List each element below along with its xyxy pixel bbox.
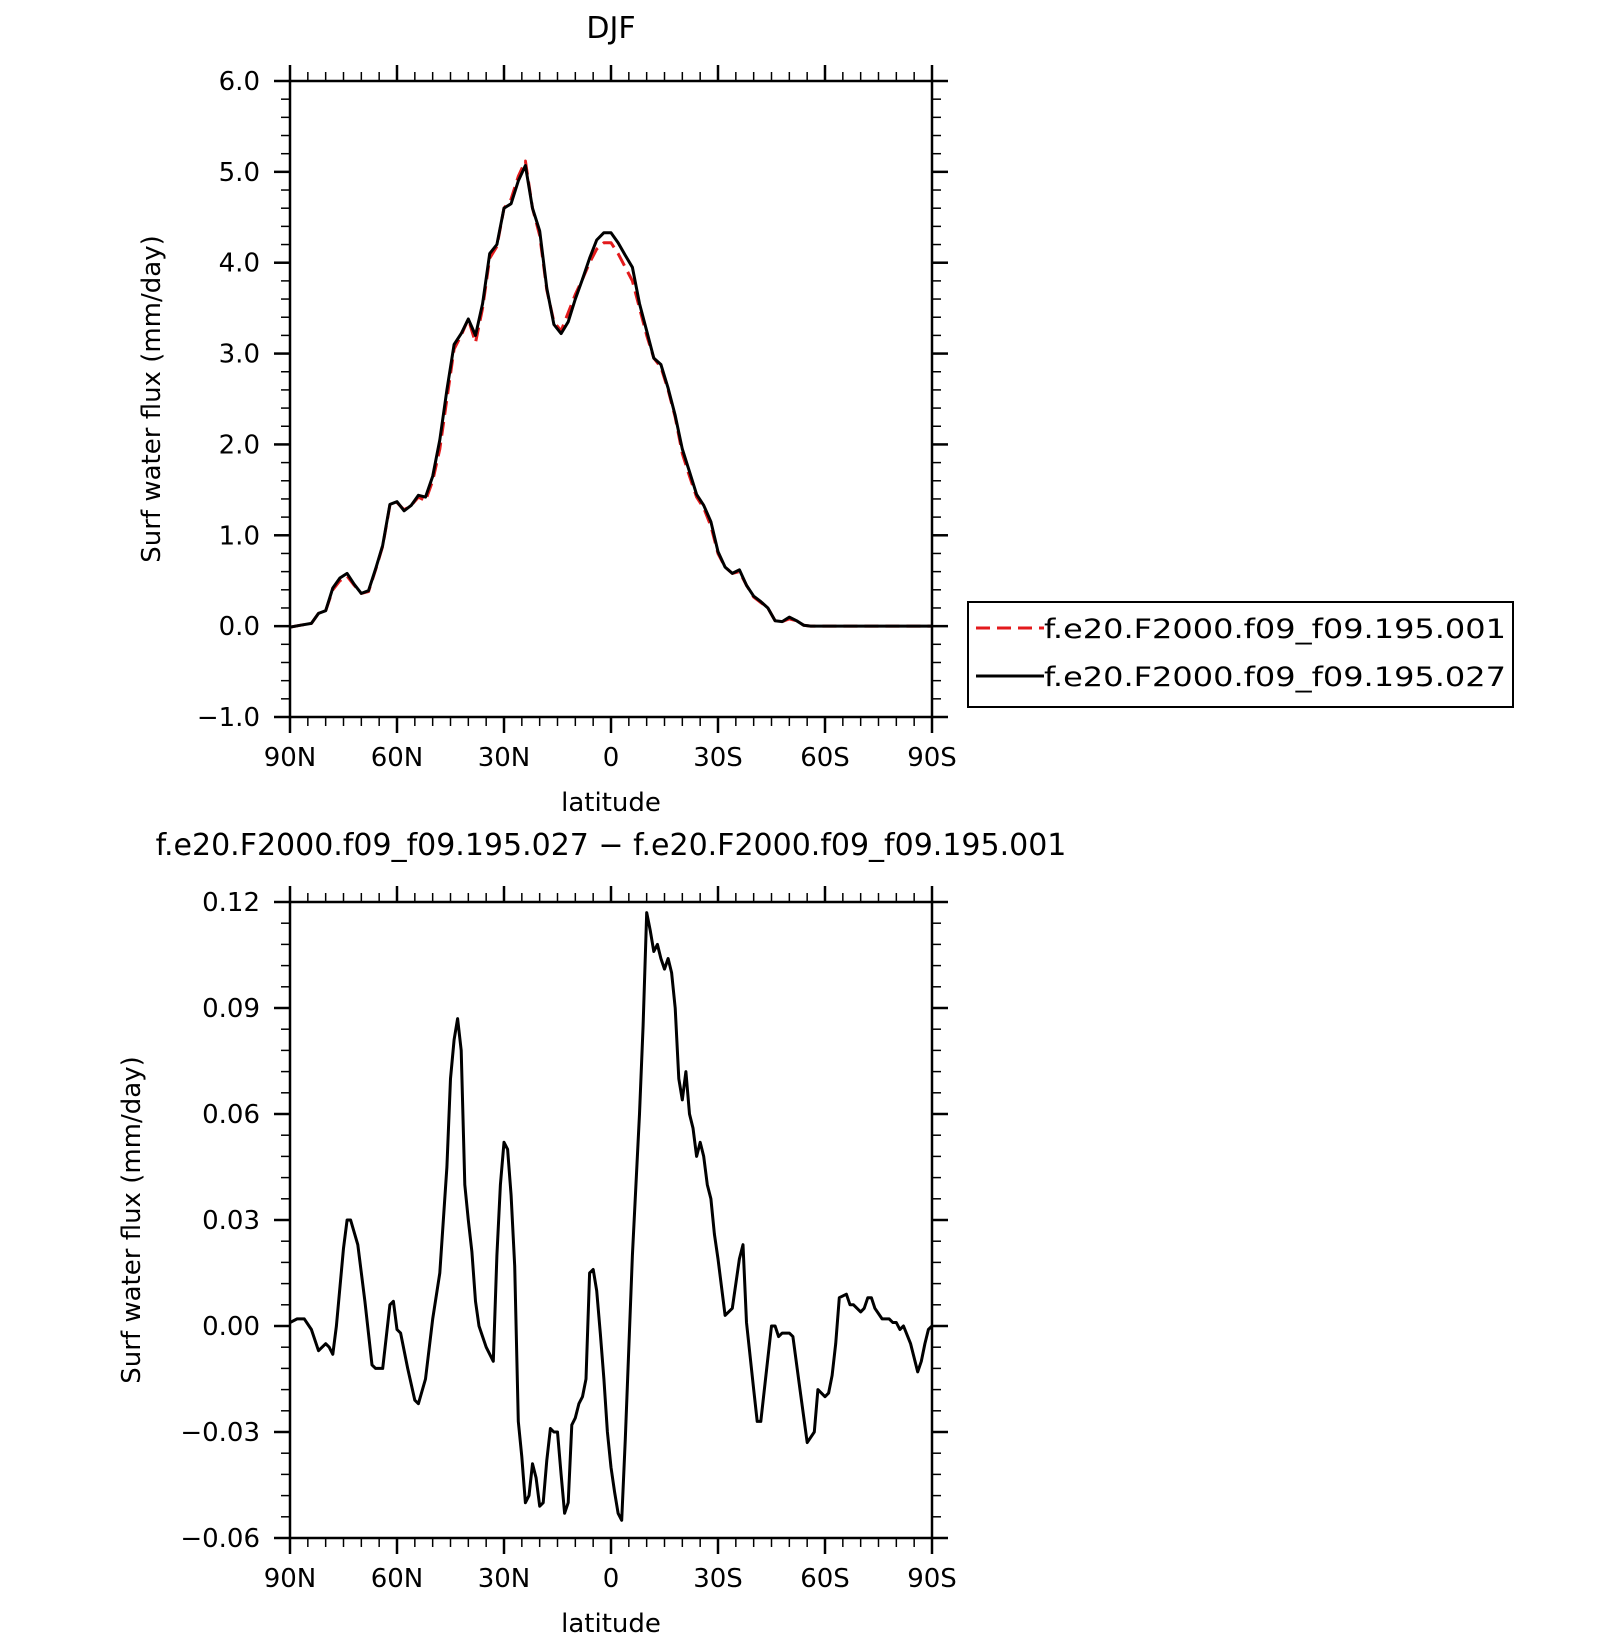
bottom-y-tick-label: 0.06 <box>202 1100 260 1130</box>
top-x-tick-label: 30S <box>693 743 743 773</box>
bottom-y-tick-label: 0.12 <box>202 888 260 918</box>
top-x-tick-label: 0 <box>603 743 620 773</box>
bottom-x-tick-label: 0 <box>603 1564 620 1594</box>
bottom-y-tick-label: −0.03 <box>180 1418 260 1448</box>
bottom-y-axis-label: Surf water flux (mm/day) <box>117 1056 147 1383</box>
legend-label-0: f.e20.F2000.f09_f09.195.001 <box>1044 614 1506 645</box>
bottom-x-axis-label: latitude <box>561 1609 661 1635</box>
bottom-series-group <box>290 911 932 1522</box>
top-series-group <box>290 159 932 629</box>
top-series-line-1 <box>290 164 932 629</box>
top-y-tick-label: 6.0 <box>219 67 260 97</box>
top-x-tick-label: 60S <box>800 743 850 773</box>
top-x-tick-label: 90S <box>907 743 957 773</box>
panel-top: DJF −1.0 0.0 1.0 2.0 3.0 4.0 5.0 6.0 90N 60N 30N 0 30… <box>137 11 1514 818</box>
top-x-tick-label: 60N <box>371 743 424 773</box>
top-y-tick-label: 5.0 <box>219 158 260 188</box>
top-y-tick-label: 3.0 <box>219 340 260 370</box>
top-plot-frame <box>288 79 934 719</box>
bottom-x-tick-label: 90S <box>907 1564 957 1594</box>
bottom-chart-title: f.e20.F2000.f09_f09.195.027 − f.e20.F200… <box>156 828 1067 863</box>
top-chart-title: DJF <box>586 11 635 46</box>
bottom-x-tick-label: 30N <box>478 1564 531 1594</box>
top-y-axis-label: Surf water flux (mm/day) <box>137 235 167 562</box>
legend-label-1: f.e20.F2000.f09_f09.195.027 <box>1044 662 1506 693</box>
legend: f.e20.F2000.f09_f09.195.001 f.e20.F2000.f… <box>967 601 1514 708</box>
bottom-x-tick-label: 30S <box>693 1564 743 1594</box>
top-x-axis-label: latitude <box>561 788 661 818</box>
top-y-tick-label: 4.0 <box>219 249 260 279</box>
top-series-line-0 <box>290 159 932 629</box>
top-x-tick-label: 90N <box>264 743 317 773</box>
bottom-y-tick-label: 0.09 <box>202 994 260 1024</box>
top-x-tick-label: 30N <box>478 743 531 773</box>
legend-box <box>967 601 1514 708</box>
bottom-x-tick-label: 60N <box>371 1564 424 1594</box>
top-y-tick-label: 1.0 <box>219 521 260 551</box>
top-y-tick-label: 0.0 <box>219 612 260 642</box>
bottom-series-line-0 <box>290 911 932 1522</box>
bottom-y-tick-label: 0.03 <box>202 1206 260 1236</box>
panel-bottom: f.e20.F2000.f09_f09.195.027 − f.e20.F200… <box>117 828 1066 1635</box>
bottom-plot-frame <box>288 900 934 1540</box>
bottom-y-tick-label: 0.00 <box>202 1312 260 1342</box>
top-y-tick-label: 2.0 <box>219 430 260 460</box>
top-y-tick-label: −1.0 <box>197 703 260 733</box>
bottom-y-tick-label: −0.06 <box>180 1524 260 1554</box>
bottom-x-tick-label: 60S <box>800 1564 850 1594</box>
bottom-x-tick-label: 90N <box>264 1564 317 1594</box>
